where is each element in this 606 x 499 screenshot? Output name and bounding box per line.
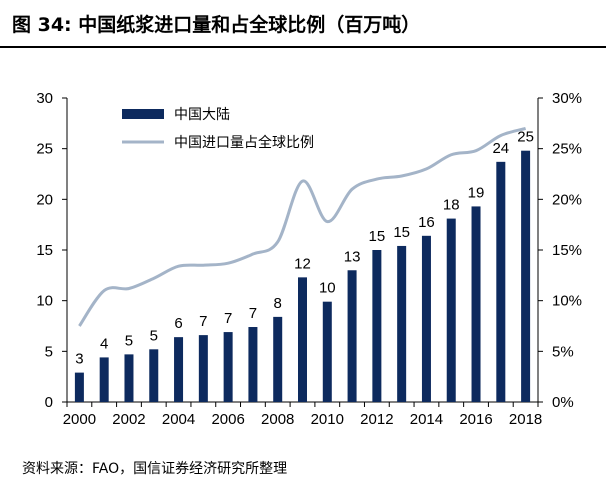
y-right-tick-label: 20%: [552, 191, 582, 208]
bar-data-label: 24: [492, 140, 509, 157]
bar-2003: [149, 349, 159, 402]
y-left-tick-label: 5: [45, 343, 53, 360]
bar-data-label: 4: [100, 335, 108, 352]
legend-bar-label: 中国大陆: [174, 106, 230, 122]
bar-2015: [446, 218, 456, 402]
chart-svg: 0 5 10 15 20 25 30 0% 5% 10% 15% 20% 25% 30% 2000 2002 2…: [36, 90, 582, 428]
x-tick-label: 2010: [311, 411, 344, 428]
x-tick-label: 2004: [162, 411, 195, 428]
bar-data-label: 10: [319, 280, 336, 297]
bar-2016: [471, 206, 481, 402]
bar-data-label: 8: [274, 295, 282, 312]
bar-data-label: 7: [199, 313, 207, 330]
bar-data-label: 7: [224, 310, 232, 327]
chart-area: 0 5 10 15 20 25 30 0% 5% 10% 15% 20% 25% 30% 2000 2002 2…: [0, 48, 606, 452]
bar-2014: [421, 235, 431, 402]
bar-2009: [298, 277, 307, 402]
y-right-tick-label: 15%: [552, 242, 582, 259]
bar-data-label: 15: [393, 224, 410, 241]
bar-2018: [521, 150, 531, 402]
bar-2008: [273, 316, 283, 402]
bar-data-label: 15: [369, 228, 386, 245]
y-left-tick-label: 10: [36, 293, 53, 310]
bar-data-label: 5: [125, 332, 133, 349]
bar-data-label: 16: [418, 214, 435, 231]
x-tick-label: 2006: [211, 411, 244, 428]
y-right-tick-label: 25%: [552, 141, 582, 158]
bar-2006: [223, 332, 233, 402]
bar-2005: [198, 335, 208, 402]
y-right-tick-label: 5%: [552, 343, 574, 360]
x-tick-label: 2016: [459, 411, 492, 428]
y-left-tick-label: 30: [36, 90, 53, 107]
bar-2002: [124, 354, 134, 402]
bar-data-label: 19: [468, 184, 485, 201]
bar-2011: [347, 270, 357, 402]
y-left-tick-label: 25: [36, 141, 53, 158]
bar-2012: [372, 250, 382, 402]
bar-data-label: 7: [249, 305, 257, 322]
y-left-tick-label: 0: [45, 394, 53, 411]
bar-data-label: 3: [75, 351, 83, 368]
figure-title: 图 34: 中国纸浆进口量和占全球比例（百万吨）: [12, 14, 421, 36]
bar-data-label: 12: [294, 255, 311, 272]
title-bar: 图 34: 中国纸浆进口量和占全球比例（百万吨）: [0, 0, 606, 48]
y-right-tick-label: 30%: [552, 90, 582, 107]
source-note: 资料来源：FAO，国信证券经济研究所整理: [22, 461, 288, 477]
x-tick-label: 2008: [261, 411, 294, 428]
x-tick-label: 2012: [360, 411, 393, 428]
x-tick-label: 2000: [63, 411, 96, 428]
bar-data-label: 6: [174, 315, 182, 332]
legend-bar-swatch: [122, 109, 164, 119]
bar-2004: [174, 337, 184, 402]
legend-line-label: 中国进口量占全球比例: [174, 134, 314, 150]
bar-2007: [248, 327, 258, 402]
bar-data-label: 13: [344, 248, 361, 265]
bar-2001: [99, 357, 109, 402]
bar-2017: [496, 161, 506, 402]
bar-2010: [322, 301, 332, 402]
y-right-tick-label: 0%: [552, 394, 574, 411]
y-left-tick-label: 15: [36, 242, 53, 259]
y-left-tick-label: 20: [36, 191, 53, 208]
x-tick-label: 2014: [410, 411, 443, 428]
bar-data-label: 18: [443, 197, 460, 214]
bar-data-label: 25: [517, 129, 534, 146]
bar-2000: [74, 372, 84, 402]
y-right-tick-label: 10%: [552, 293, 582, 310]
x-tick-label: 2018: [509, 411, 542, 428]
bar-data-label: 5: [150, 327, 158, 344]
x-tick-label: 2002: [112, 411, 145, 428]
bar-2013: [397, 245, 407, 402]
